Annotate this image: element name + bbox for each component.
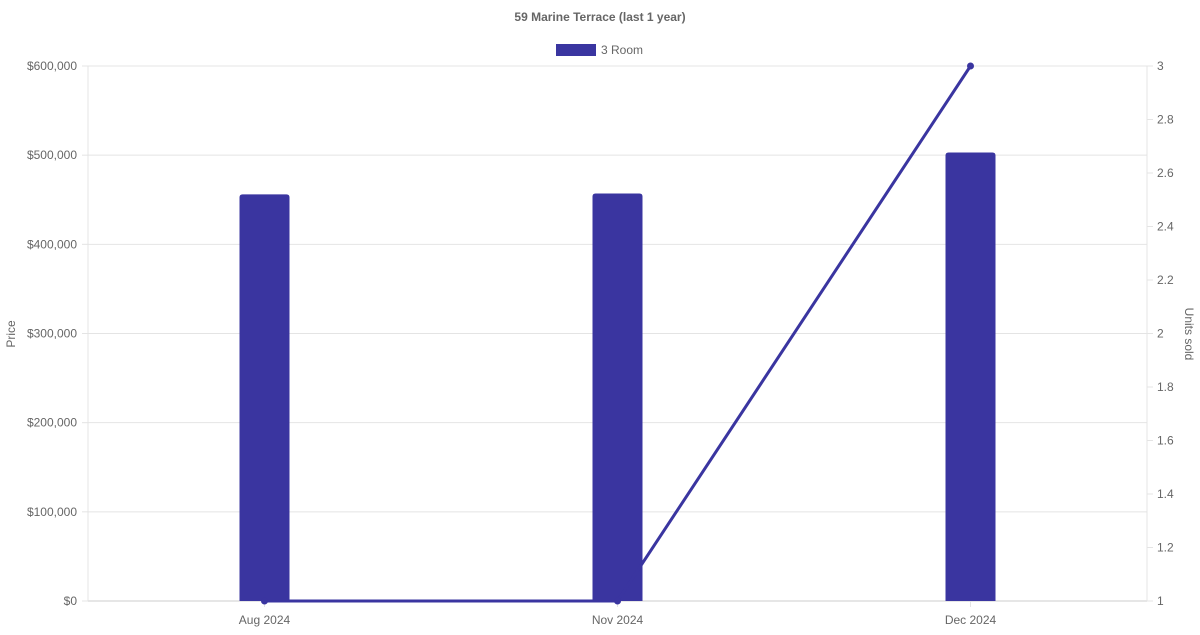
legend[interactable]: 3 Room [556,43,643,57]
legend-label: 3 Room [601,43,643,57]
y-tick-label: $300,000 [27,327,77,341]
y2-tick-label: 1.8 [1157,380,1174,394]
bar [945,152,996,601]
y2-axis-label: Units sold [1182,308,1196,361]
y2-tick-label: 1.4 [1157,487,1174,501]
y2-tick-label: 1.6 [1157,434,1174,448]
y2-tick-label: 2.8 [1157,113,1174,127]
y-tick-label: $100,000 [27,505,77,519]
y-tick-label: $500,000 [27,148,77,162]
line-point [967,62,974,70]
chart-title: 59 Marine Terrace (last 1 year) [514,10,685,24]
y2-tick-label: 1 [1157,594,1164,608]
y-tick-label: $0 [64,594,78,608]
y-axis-label: Price [4,320,18,348]
y-tick-label: $200,000 [27,416,77,430]
x-tick-label: Nov 2024 [592,613,644,627]
y-tick-label: $400,000 [27,237,77,251]
bar [239,194,290,601]
bar [592,193,643,601]
line-point [261,597,268,605]
y2-tick-label: 2.2 [1157,273,1174,287]
x-tick-label: Dec 2024 [945,613,997,627]
line-point [614,597,621,605]
y-tick-label: $600,000 [27,59,77,73]
legend-swatch [556,44,596,56]
y2-tick-label: 2.6 [1157,166,1174,180]
y2-tick-label: 1.2 [1157,541,1174,555]
y2-tick-label: 2 [1157,327,1164,341]
y2-tick-label: 2.4 [1157,220,1174,234]
x-tick-label: Aug 2024 [239,613,291,627]
y2-tick-label: 3 [1157,59,1164,73]
